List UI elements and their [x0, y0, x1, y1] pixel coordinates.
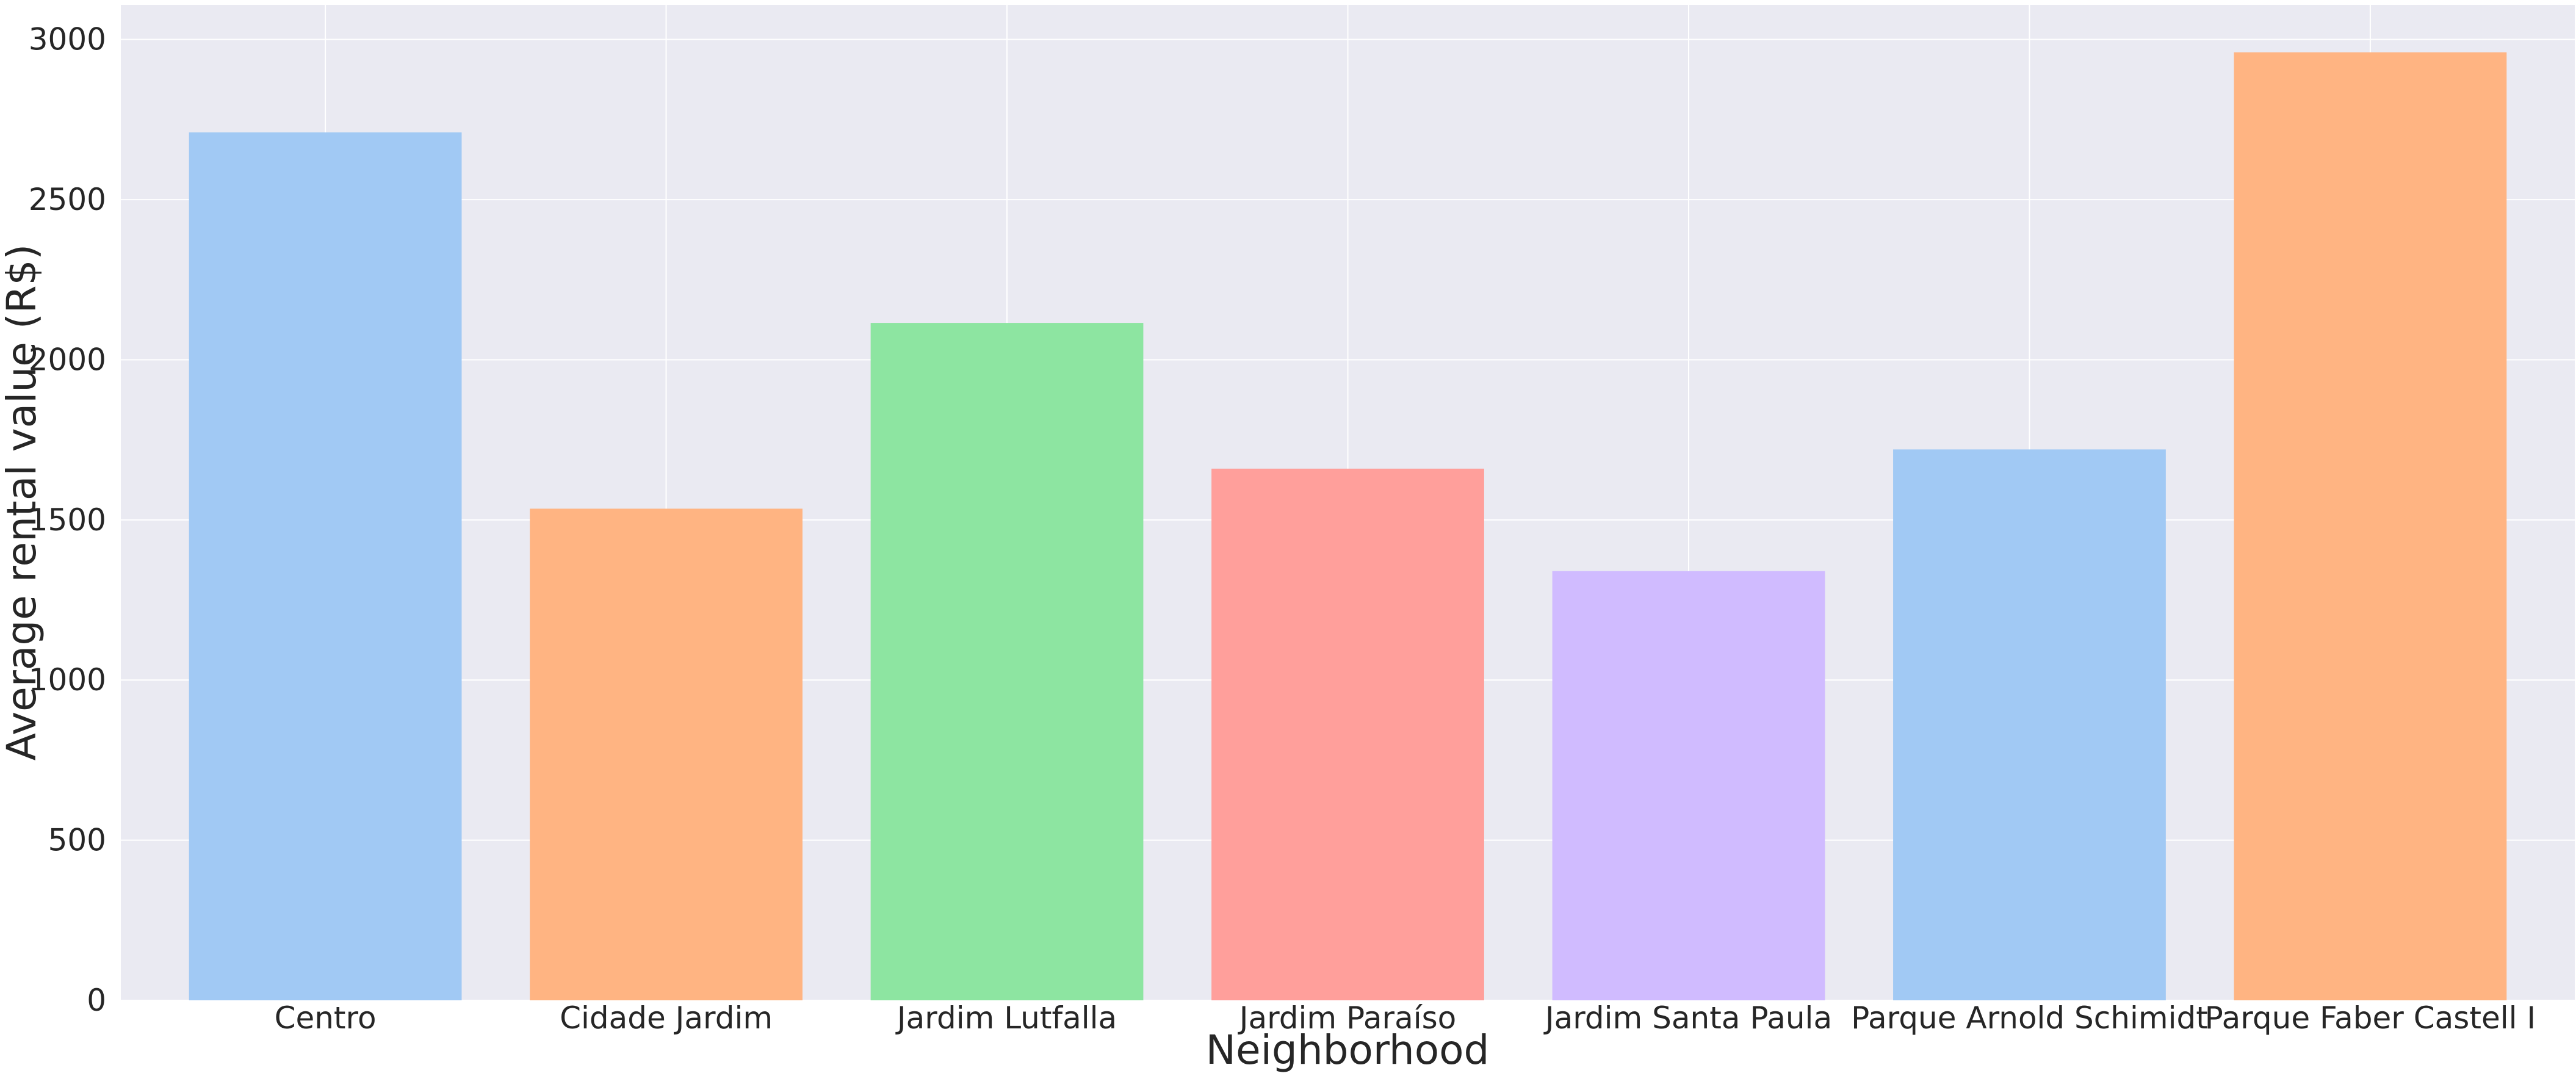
- y-tick-label: 3000: [29, 22, 106, 57]
- x-tick-labels: Centro Cidade Jardim Jardim Lutfalla Jardim…: [275, 1000, 2536, 1036]
- x-tick-label: Cidade Jardim: [560, 1000, 773, 1036]
- x-tick-label: Jardim Santa Paula: [1543, 1000, 1832, 1036]
- y-tick-label: 1500: [29, 502, 106, 538]
- y-tick-label: 500: [48, 823, 106, 858]
- bar-jardim-santa-paula: [1552, 571, 1825, 1000]
- y-tick-label: 2000: [29, 342, 106, 377]
- bar-parque-faber-castell-i: [2234, 52, 2507, 1001]
- x-tick-label: Parque Arnold Schimidt: [1851, 1000, 2208, 1036]
- bar-cidade-jardim: [530, 508, 803, 1000]
- y-axis-label: Average rental value (R$): [0, 244, 45, 760]
- x-tick-label: Centro: [275, 1000, 377, 1036]
- x-tick-label: Parque Faber Castell I: [2205, 1000, 2536, 1036]
- y-tick-label: 2500: [29, 182, 106, 217]
- y-tick-label: 0: [87, 983, 106, 1018]
- bar-jardim-lutfalla: [870, 323, 1144, 1001]
- bar-centro: [189, 132, 462, 1001]
- y-tick-labels: 0 500 1000 1500 2000 2500 3000: [29, 22, 106, 1018]
- x-axis-label: Neighborhood: [1206, 1027, 1490, 1074]
- bar-jardim-para-so: [1211, 468, 1484, 1000]
- y-tick-label: 1000: [29, 662, 106, 698]
- x-tick-label: Jardim Paraíso: [1238, 1000, 1457, 1036]
- bars: [189, 52, 2507, 1001]
- bar-parque-arnold-schimidt: [1893, 449, 2166, 1000]
- x-tick-label: Jardim Lutfalla: [895, 1000, 1117, 1036]
